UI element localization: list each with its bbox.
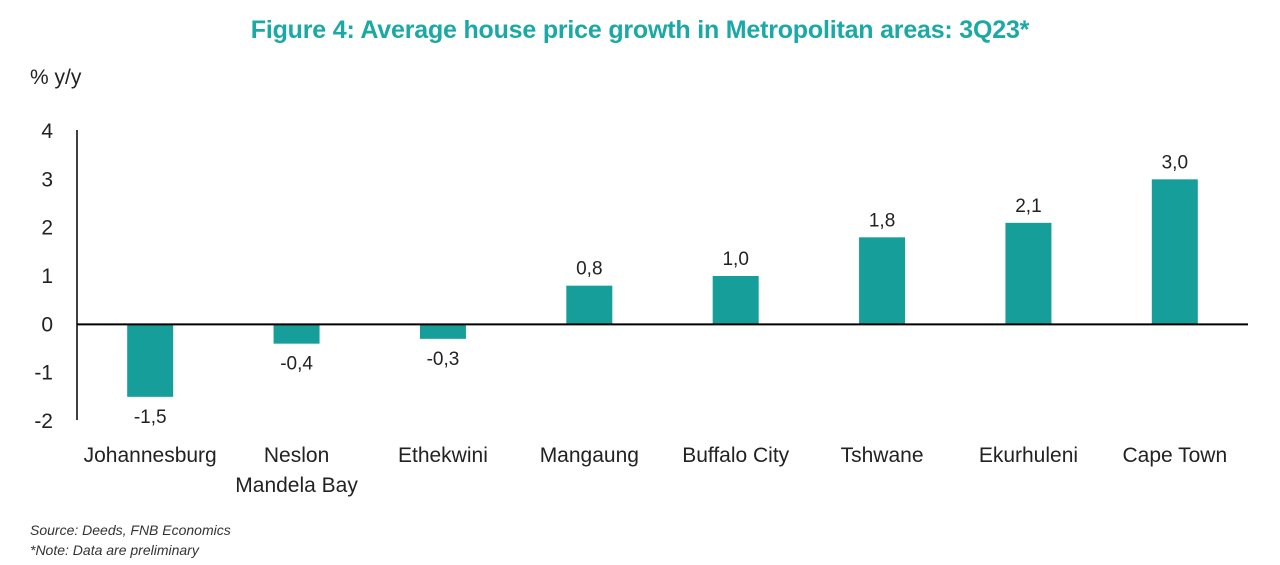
- y-axis-label: % y/y: [30, 66, 82, 89]
- preliminary-note: *Note: Data are preliminary: [30, 542, 199, 558]
- category-label: Tshwane: [841, 444, 924, 467]
- data-label: 2,1: [1015, 196, 1041, 217]
- y-axis-ticks: 4 3 2 1 0 -1 -2: [34, 120, 53, 433]
- y-tick-label: 2: [41, 217, 53, 240]
- bar: [127, 324, 174, 397]
- data-label: -0,4: [280, 354, 313, 375]
- data-label: 1,8: [869, 210, 895, 231]
- data-label: 3,0: [1162, 152, 1188, 173]
- y-tick-label: -1: [34, 362, 53, 385]
- category-label: Johannesburg: [84, 444, 217, 467]
- bar: [1151, 179, 1198, 325]
- category-label: Mangaung: [540, 444, 639, 467]
- category-label: Ekurhuleni: [979, 444, 1078, 467]
- bar: [1005, 222, 1052, 325]
- y-tick-label: 3: [41, 168, 53, 191]
- chart-title: Figure 4: Average house price growth in …: [250, 16, 1030, 44]
- bar: [419, 324, 466, 339]
- bar: [566, 285, 613, 325]
- category-label: Neslon: [264, 444, 329, 467]
- data-label: -1,5: [134, 407, 167, 428]
- bars: [127, 179, 1198, 397]
- y-tick-label: 1: [41, 265, 53, 288]
- category-label: Ethekwini: [398, 444, 488, 467]
- y-tick-label: 0: [41, 313, 53, 336]
- category-label: Mandela Bay: [235, 474, 358, 497]
- bar: [273, 324, 320, 344]
- bar: [859, 237, 906, 325]
- source-note: Source: Deeds, FNB Economics: [30, 522, 231, 538]
- y-tick-label: 4: [41, 120, 53, 143]
- bar: [712, 276, 759, 325]
- data-label: 0,8: [576, 259, 602, 280]
- data-label: 1,0: [722, 249, 748, 270]
- category-label: Buffalo City: [682, 444, 789, 467]
- notes: Source: Deeds, FNB Economics *Note: Data…: [30, 520, 231, 560]
- data-label: -0,3: [427, 349, 460, 370]
- category-label: Cape Town: [1122, 444, 1227, 467]
- y-tick-label: -2: [34, 410, 53, 433]
- data-labels: -1,5 -0,4 -0,3 0,8 1,0 1,8 2,1 3,0: [134, 152, 1188, 428]
- category-labels: Johannesburg Neslon Mandela Bay Ethekwini Ma…: [84, 444, 1228, 497]
